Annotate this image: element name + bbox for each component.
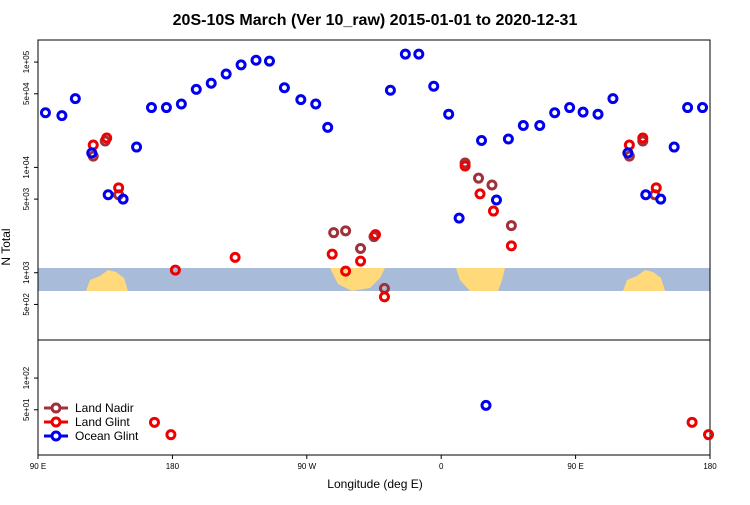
x-tick-label: 0 — [439, 462, 444, 471]
x-tick-label: 90 E — [567, 462, 583, 471]
point — [637, 132, 649, 144]
point — [378, 291, 390, 303]
point — [326, 248, 338, 260]
point — [131, 141, 143, 153]
point — [502, 133, 514, 145]
point — [577, 106, 589, 118]
y-tick-label: 1e+05 — [22, 50, 31, 73]
point — [328, 227, 340, 239]
point — [453, 212, 465, 224]
land-australia — [86, 270, 128, 291]
point — [607, 93, 619, 105]
legend-marker — [50, 402, 62, 414]
legend-label: Land Nadir — [75, 401, 134, 415]
point — [399, 48, 411, 60]
y-tick-label: 1e+02 — [22, 366, 31, 389]
point — [622, 147, 634, 159]
point — [534, 119, 546, 131]
point — [101, 132, 113, 144]
point — [459, 160, 471, 172]
point — [517, 119, 529, 131]
point — [340, 225, 352, 237]
point — [86, 147, 98, 159]
plot-frame — [37, 39, 711, 456]
point — [592, 108, 604, 120]
y-tick-label: 5e+03 — [22, 187, 31, 210]
x-tick-label: 180 — [703, 462, 717, 471]
point — [428, 80, 440, 92]
point — [113, 182, 125, 194]
point — [278, 82, 290, 94]
point — [205, 77, 217, 89]
point — [229, 251, 241, 263]
land-australia — [623, 270, 665, 291]
legend-label: Ocean Glint — [75, 429, 139, 443]
point — [505, 240, 517, 252]
map-strip — [38, 268, 710, 291]
y-tick-label: 1e+04 — [22, 156, 31, 179]
point — [476, 135, 488, 147]
point — [117, 193, 129, 205]
point — [486, 179, 498, 191]
point — [190, 83, 202, 95]
point — [102, 189, 114, 201]
y-tick-label: 1e+03 — [22, 261, 31, 284]
chart-title: 20S-10S March (Ver 10_raw) 2015-01-01 to… — [173, 12, 578, 29]
point — [250, 54, 262, 66]
point — [505, 220, 517, 232]
point — [650, 182, 662, 194]
point — [682, 102, 694, 114]
point — [295, 94, 307, 106]
land-africa — [456, 268, 505, 291]
x-tick-label: 90 E — [30, 462, 46, 471]
y-tick-label: 5e+04 — [22, 82, 31, 105]
point — [655, 193, 667, 205]
y-axis-label: N Total — [0, 228, 13, 265]
point — [56, 110, 68, 122]
point — [369, 229, 381, 241]
point — [474, 188, 486, 200]
legend-marker — [50, 416, 62, 428]
point — [686, 416, 698, 428]
point — [697, 102, 709, 114]
point — [175, 98, 187, 110]
point — [145, 102, 157, 114]
point — [263, 55, 275, 67]
point — [490, 194, 502, 206]
x-tick-label: 90 W — [297, 462, 316, 471]
point — [564, 102, 576, 114]
point — [473, 172, 485, 184]
legend-label: Land Glint — [75, 415, 130, 429]
point — [413, 48, 425, 60]
x-tick-label: 180 — [166, 462, 180, 471]
y-tick-label: 5e+01 — [22, 398, 31, 421]
point — [703, 429, 715, 441]
point — [668, 141, 680, 153]
legend-marker — [50, 430, 62, 442]
point — [355, 255, 367, 267]
point — [549, 107, 561, 119]
point — [355, 242, 367, 254]
point — [443, 108, 455, 120]
point — [160, 102, 172, 114]
point — [480, 399, 492, 411]
point — [39, 107, 51, 119]
point — [235, 59, 247, 71]
point — [148, 416, 160, 428]
x-axis-label: Longitude (deg E) — [327, 477, 422, 491]
point — [220, 68, 232, 80]
point — [340, 265, 352, 277]
point — [487, 205, 499, 217]
point — [384, 84, 396, 96]
point — [69, 93, 81, 105]
point — [165, 429, 177, 441]
point — [310, 98, 322, 110]
point — [322, 121, 334, 133]
point — [169, 264, 181, 276]
y-tick-label: 5e+02 — [22, 293, 31, 316]
point — [640, 189, 652, 201]
